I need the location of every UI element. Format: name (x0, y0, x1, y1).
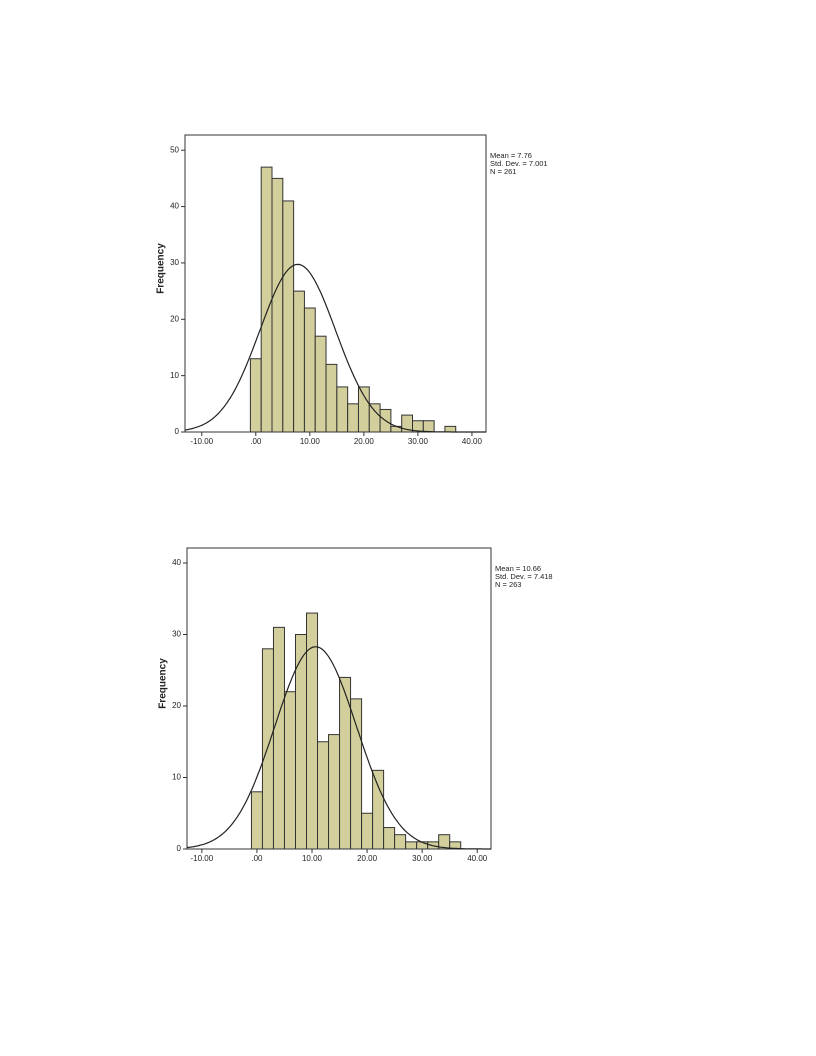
y-tick-label: 10 (170, 371, 179, 380)
x-tick-label: 30.00 (408, 437, 429, 446)
stat-label: Mean = 10.66 (495, 564, 541, 573)
stat-label: N = 263 (495, 580, 521, 589)
y-tick-label: 0 (175, 427, 180, 436)
y-axis-label: Frequency (158, 658, 169, 709)
x-tick-label: .00 (250, 437, 262, 446)
bar (249, 358, 262, 433)
bar (293, 290, 305, 433)
bar (357, 386, 370, 433)
y-tick-label: 10 (172, 773, 181, 782)
y-tick-label: 30 (170, 258, 179, 267)
x-tick-label: -10.00 (190, 437, 213, 446)
bar (317, 741, 330, 850)
y-tick-label: 40 (172, 558, 181, 567)
x-tick-label: 20.00 (357, 854, 378, 863)
bar (272, 626, 285, 850)
bar (283, 691, 296, 850)
bar (383, 827, 396, 850)
y-tick-label: 0 (177, 844, 182, 853)
x-tick-label: 20.00 (354, 437, 375, 446)
bar (416, 841, 429, 850)
bar (303, 307, 316, 433)
bar (347, 403, 359, 433)
normal-curve (184, 263, 486, 433)
x-tick-label: 40.00 (462, 437, 483, 446)
bar (250, 791, 263, 850)
bar (314, 335, 327, 433)
stat-label: Std. Dev. = 7.001 (490, 159, 548, 168)
bar (328, 734, 341, 850)
bar (325, 363, 338, 433)
x-tick-label: -10.00 (191, 854, 214, 863)
y-tick-label: 20 (170, 314, 179, 323)
bar (271, 177, 284, 433)
x-tick-label: 40.00 (467, 854, 488, 863)
y-tick-label: 50 (170, 145, 179, 154)
bar (405, 841, 418, 850)
bar (394, 834, 407, 850)
normal-curve (186, 646, 491, 850)
x-tick-label: 30.00 (412, 854, 433, 863)
y-tick-label: 20 (172, 701, 181, 710)
bar (282, 200, 295, 433)
bar (361, 812, 374, 850)
y-axis-label: Frequency (156, 243, 167, 294)
bar (306, 612, 319, 850)
y-tick-label: 40 (170, 202, 179, 211)
bar (261, 648, 274, 850)
bar (444, 425, 457, 433)
stat-label: N = 261 (490, 167, 516, 176)
y-tick-label: 30 (172, 630, 181, 639)
bar (350, 698, 363, 850)
bar (368, 403, 381, 433)
bar (372, 769, 385, 850)
bar (336, 386, 349, 433)
stat-label: Std. Dev. = 7.418 (495, 572, 553, 581)
x-tick-label: 10.00 (300, 437, 321, 446)
x-tick-label: .00 (251, 854, 263, 863)
bar (422, 420, 435, 433)
x-tick-label: 10.00 (302, 854, 323, 863)
stat-label: Mean = 7.76 (490, 151, 532, 160)
bar (260, 166, 273, 433)
